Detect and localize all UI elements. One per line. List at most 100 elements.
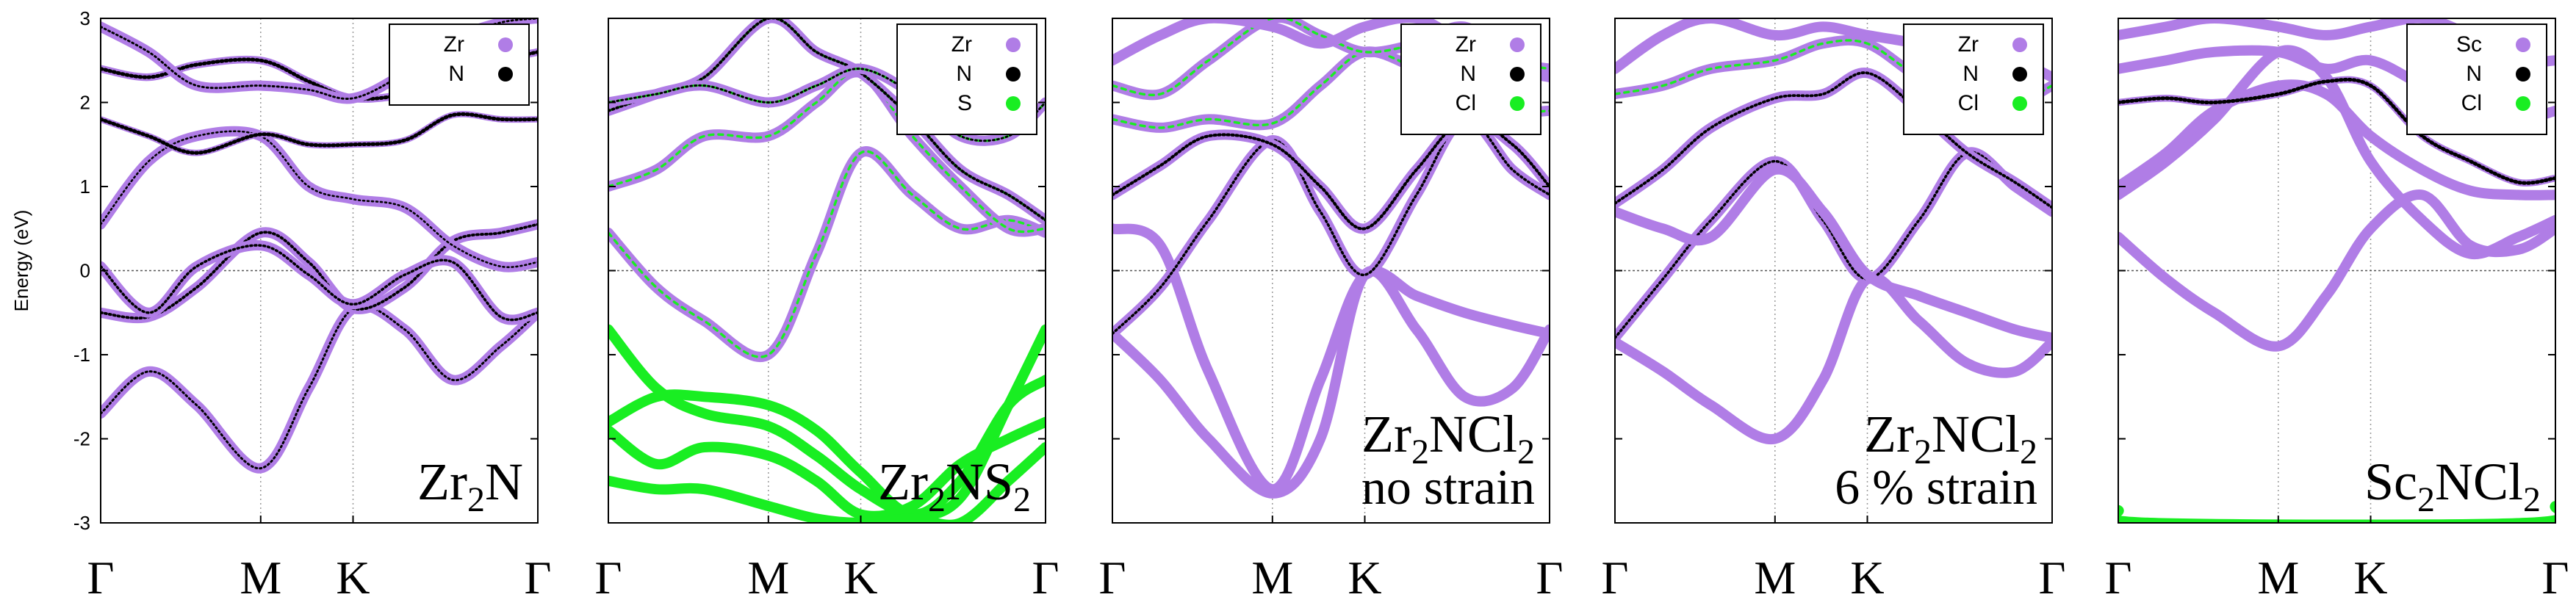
band-1 — [1112, 266, 1550, 499]
band-n-projection — [1615, 151, 2052, 339]
legend-label: S — [957, 91, 972, 115]
band-zr-projection — [2118, 79, 2555, 200]
material-formula: Sc2NCl2 — [2364, 452, 2541, 519]
legend-label: Zr — [1958, 32, 1979, 57]
legend-marker — [2012, 37, 2027, 52]
legend-marker — [1510, 67, 1525, 82]
band-n-projection — [101, 304, 538, 470]
k-point-label: Γ — [1602, 552, 1629, 604]
band-6 — [608, 67, 1046, 237]
legend-label: N — [1460, 62, 1476, 86]
legend-label: Zr — [1456, 32, 1476, 57]
legend-marker — [2516, 67, 2530, 82]
k-point-label: K — [1850, 552, 1884, 604]
band-4 — [101, 126, 538, 272]
y-tick-label: 1 — [80, 176, 90, 198]
legend-marker — [1006, 96, 1021, 111]
y-axis-label: Energy (eV) — [10, 210, 32, 312]
band-n-projection — [1615, 71, 2052, 209]
band-4 — [2118, 76, 2555, 187]
formula-subscript: 2 — [2417, 480, 2435, 519]
material-strain-label: no strain — [1361, 459, 1535, 515]
legend-label: Cl — [1456, 91, 1476, 115]
k-point-label: M — [1754, 552, 1796, 604]
band-3 — [2118, 79, 2555, 200]
material-formula: Zr2NS2 — [878, 452, 1031, 519]
formula-text: NCl — [2435, 452, 2523, 511]
k-point-label: M — [2257, 552, 2299, 604]
band-3 — [101, 240, 538, 325]
formula-text: NS — [946, 452, 1013, 511]
formula-subscript: 2 — [1517, 433, 1535, 471]
k-point-label: Γ — [87, 552, 115, 604]
band-zr-projection — [1615, 272, 2052, 445]
material-formula: Zr2N — [417, 452, 523, 519]
legend: Zr N — [389, 24, 530, 106]
legend: Zr NS — [896, 24, 1037, 135]
k-point-label: Γ — [2039, 552, 2066, 604]
legend-marker — [2516, 96, 2530, 111]
band-5 — [101, 111, 538, 156]
band-5 — [608, 146, 1046, 362]
legend-marker — [1510, 37, 1525, 52]
formula-text: Zr — [417, 452, 467, 511]
k-point-label: Γ — [2542, 552, 2569, 604]
formula-text: NCl — [1429, 405, 1517, 463]
legend: Zr N Cl — [1400, 24, 1541, 135]
band-2 — [1112, 223, 1550, 495]
legend-marker — [1006, 37, 1021, 52]
bands-group — [2118, 18, 2555, 523]
band-zr-projection — [1615, 164, 2052, 344]
formula-text: Sc — [2364, 452, 2417, 511]
legend: Sc N Cl — [2406, 24, 2547, 135]
legend-label: Cl — [2461, 91, 2482, 115]
k-point-label: K — [843, 552, 877, 604]
formula-text: NCl — [1932, 405, 2020, 463]
band-n-projection — [101, 244, 538, 322]
bands-group — [1615, 18, 2052, 445]
y-tick-label: -3 — [73, 512, 90, 534]
k-point-label: M — [240, 552, 281, 604]
formula-subscript: 2 — [1411, 433, 1429, 471]
y-tick-label: 3 — [80, 7, 90, 29]
y-tick-label: 0 — [80, 260, 90, 282]
formula-subscript: 2 — [2523, 480, 2541, 519]
legend-marker — [2516, 37, 2530, 52]
material-formula: Zr2NCl2 — [1864, 405, 2037, 471]
y-tick-label: -1 — [73, 344, 90, 366]
k-point-label: Γ — [1099, 552, 1126, 604]
band-cl-s-projection — [608, 70, 1046, 234]
k-point-label: Γ — [525, 552, 552, 604]
legend-label: Zr — [444, 32, 464, 57]
band-cl-s-projection — [1112, 50, 1550, 129]
legend-marker — [498, 37, 513, 52]
legend-label: N — [956, 62, 972, 86]
k-point-label: Γ — [595, 552, 622, 604]
y-tick-label: 2 — [80, 92, 90, 114]
band-n-projection — [101, 130, 538, 268]
formula-subscript: 2 — [2020, 433, 2037, 471]
legend: Zr N Cl — [1903, 24, 2044, 135]
legend-label: Cl — [1958, 91, 1979, 115]
band-n-projection — [2118, 77, 2555, 185]
material-strain-label: 6 % strain — [1835, 459, 2037, 515]
legend-marker — [498, 67, 513, 82]
band-cl-s-projection — [608, 442, 1046, 523]
legend-label: Sc — [2456, 32, 2482, 57]
k-point-label: K — [336, 552, 370, 604]
band-n-projection — [101, 112, 538, 155]
material-formula: Zr2NCl2 — [1361, 405, 1535, 471]
band-4 — [608, 442, 1046, 523]
material-label: Zr2NS2 — [878, 452, 1031, 519]
band-zr-projection — [1112, 266, 1550, 499]
k-point-label: M — [747, 552, 789, 604]
band-8 — [608, 63, 1046, 146]
band-cl-s-projection — [608, 416, 1046, 521]
band-3 — [1615, 164, 2052, 344]
